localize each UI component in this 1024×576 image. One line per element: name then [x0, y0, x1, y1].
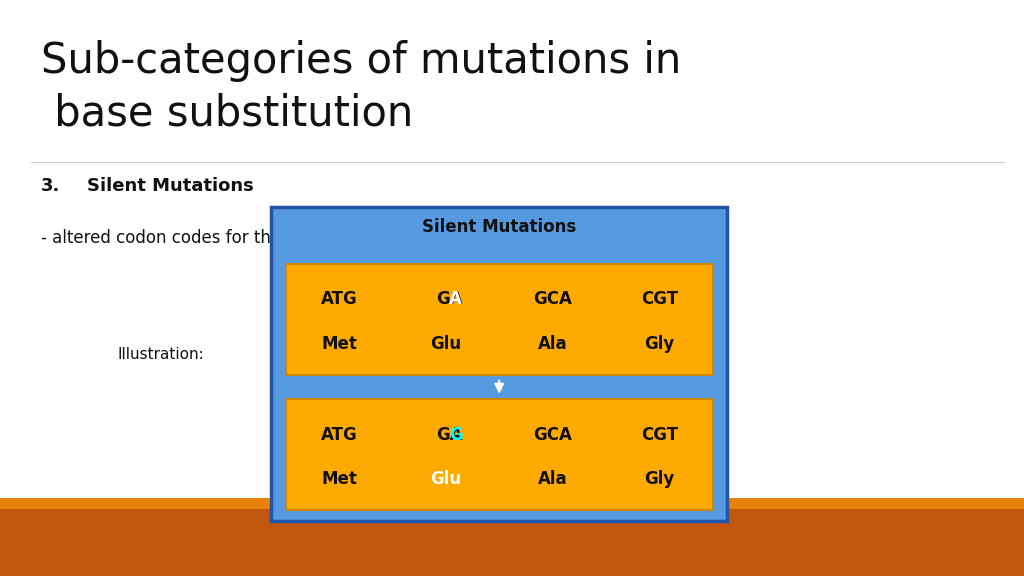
- Text: A: A: [450, 290, 462, 309]
- Text: CGT: CGT: [641, 290, 678, 309]
- Text: G: G: [450, 426, 463, 444]
- Text: - altered codon codes for the same amino acids as the unaltered codon.: - altered codon codes for the same amino…: [41, 229, 639, 247]
- Bar: [0, 498, 1024, 576]
- Text: Ala: Ala: [538, 470, 567, 488]
- Text: Ala: Ala: [538, 335, 567, 353]
- Text: Gly: Gly: [644, 470, 675, 488]
- Text: ATG: ATG: [321, 290, 357, 309]
- Text: CGT: CGT: [641, 426, 678, 444]
- Text: 3.: 3.: [41, 177, 60, 195]
- FancyBboxPatch shape: [271, 207, 727, 521]
- Text: GA: GA: [436, 290, 463, 309]
- FancyBboxPatch shape: [286, 400, 713, 510]
- Text: Glu: Glu: [430, 335, 462, 353]
- FancyBboxPatch shape: [286, 264, 713, 375]
- Text: ATG: ATG: [321, 426, 357, 444]
- Text: Gly: Gly: [644, 335, 675, 353]
- Text: Sub-categories of mutations in
 base substitution: Sub-categories of mutations in base subs…: [41, 40, 681, 134]
- Text: GCA: GCA: [534, 290, 572, 309]
- Text: GCA: GCA: [534, 426, 572, 444]
- Bar: [0, 498, 1024, 509]
- Text: Met: Met: [322, 470, 357, 488]
- Text: GA: GA: [436, 426, 463, 444]
- Text: Silent Mutations: Silent Mutations: [87, 177, 254, 195]
- Text: Glu: Glu: [430, 470, 462, 488]
- Text: Met: Met: [322, 335, 357, 353]
- Text: Silent Mutations: Silent Mutations: [422, 218, 577, 236]
- Text: Illustration:: Illustration:: [118, 347, 205, 362]
